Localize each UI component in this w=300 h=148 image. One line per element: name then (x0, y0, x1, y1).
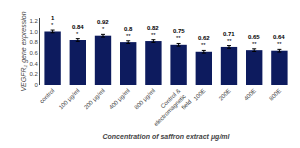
svg-text:100 μg/ml: 100 μg/ml (58, 88, 81, 111)
svg-text:**: ** (126, 33, 131, 39)
svg-text:0.71: 0.71 (223, 31, 235, 37)
svg-text:VEGFR₂ gene expression: VEGFR₂ gene expression (20, 11, 28, 91)
svg-text:**: ** (151, 32, 156, 38)
svg-text:1.2: 1.2 (29, 18, 38, 24)
svg-text:1.0: 1.0 (29, 29, 38, 35)
svg-text:**: ** (252, 41, 257, 47)
svg-text:400 μg/ml: 400 μg/ml (108, 88, 131, 111)
svg-text:1: 1 (51, 15, 55, 21)
svg-text:0.65: 0.65 (248, 34, 260, 40)
svg-text:Concentration of saffron extra: Concentration of saffron extract μg/ml (103, 133, 231, 141)
svg-text:*: * (51, 22, 54, 28)
svg-text:**: ** (176, 35, 181, 41)
svg-text:0.75: 0.75 (173, 28, 185, 34)
svg-text:0.4: 0.4 (29, 61, 38, 67)
svg-text:0.62: 0.62 (198, 35, 210, 41)
svg-text:*: * (76, 31, 79, 37)
svg-text:0: 0 (34, 82, 38, 88)
svg-text:**: ** (201, 42, 206, 48)
svg-text:0.84: 0.84 (72, 24, 84, 30)
svg-text:control: control (38, 88, 55, 105)
svg-text:**: ** (277, 41, 282, 47)
svg-text:0.2: 0.2 (29, 71, 38, 77)
svg-text:*: * (102, 26, 105, 32)
svg-text:200 μg/ml: 200 μg/ml (83, 88, 106, 111)
svg-text:0.92: 0.92 (97, 19, 109, 25)
svg-text:0.82: 0.82 (147, 25, 159, 31)
svg-text:0.8: 0.8 (124, 26, 133, 32)
svg-text:200E: 200E (218, 88, 232, 102)
svg-text:**: ** (227, 38, 232, 44)
svg-text:Control &electromagneticfield: Control &electromagneticfield (147, 88, 192, 133)
svg-text:400E: 400E (243, 88, 257, 102)
svg-text:0.8: 0.8 (29, 39, 38, 45)
svg-text:800 μg/ml: 800 μg/ml (133, 88, 156, 111)
svg-text:0.64: 0.64 (273, 34, 285, 40)
svg-text:0.6: 0.6 (29, 50, 38, 56)
svg-text:800E: 800E (268, 88, 282, 102)
svg-text:100E: 100E (192, 88, 206, 102)
